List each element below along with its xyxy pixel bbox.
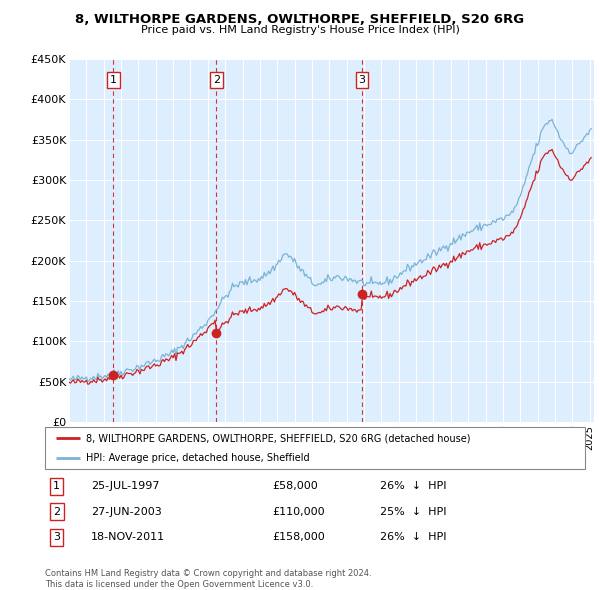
Text: 27-JUN-2003: 27-JUN-2003 bbox=[91, 507, 161, 517]
Text: 1: 1 bbox=[53, 481, 60, 491]
Text: £58,000: £58,000 bbox=[272, 481, 317, 491]
Text: 25%  ↓  HPI: 25% ↓ HPI bbox=[380, 507, 446, 517]
Text: 26%  ↓  HPI: 26% ↓ HPI bbox=[380, 532, 446, 542]
Text: 2: 2 bbox=[53, 507, 60, 517]
Text: Contains HM Land Registry data © Crown copyright and database right 2024.
This d: Contains HM Land Registry data © Crown c… bbox=[45, 569, 371, 589]
Text: 3: 3 bbox=[358, 75, 365, 85]
Text: £110,000: £110,000 bbox=[272, 507, 325, 517]
Text: Price paid vs. HM Land Registry's House Price Index (HPI): Price paid vs. HM Land Registry's House … bbox=[140, 25, 460, 35]
Text: 18-NOV-2011: 18-NOV-2011 bbox=[91, 532, 165, 542]
Text: £158,000: £158,000 bbox=[272, 532, 325, 542]
Text: 1: 1 bbox=[110, 75, 117, 85]
Text: 8, WILTHORPE GARDENS, OWLTHORPE, SHEFFIELD, S20 6RG: 8, WILTHORPE GARDENS, OWLTHORPE, SHEFFIE… bbox=[76, 13, 524, 26]
Text: 8, WILTHORPE GARDENS, OWLTHORPE, SHEFFIELD, S20 6RG (detached house): 8, WILTHORPE GARDENS, OWLTHORPE, SHEFFIE… bbox=[86, 434, 470, 444]
Text: 25-JUL-1997: 25-JUL-1997 bbox=[91, 481, 160, 491]
Text: 3: 3 bbox=[53, 532, 60, 542]
FancyBboxPatch shape bbox=[45, 427, 585, 469]
Text: 2: 2 bbox=[213, 75, 220, 85]
Text: 26%  ↓  HPI: 26% ↓ HPI bbox=[380, 481, 446, 491]
Text: HPI: Average price, detached house, Sheffield: HPI: Average price, detached house, Shef… bbox=[86, 454, 309, 463]
